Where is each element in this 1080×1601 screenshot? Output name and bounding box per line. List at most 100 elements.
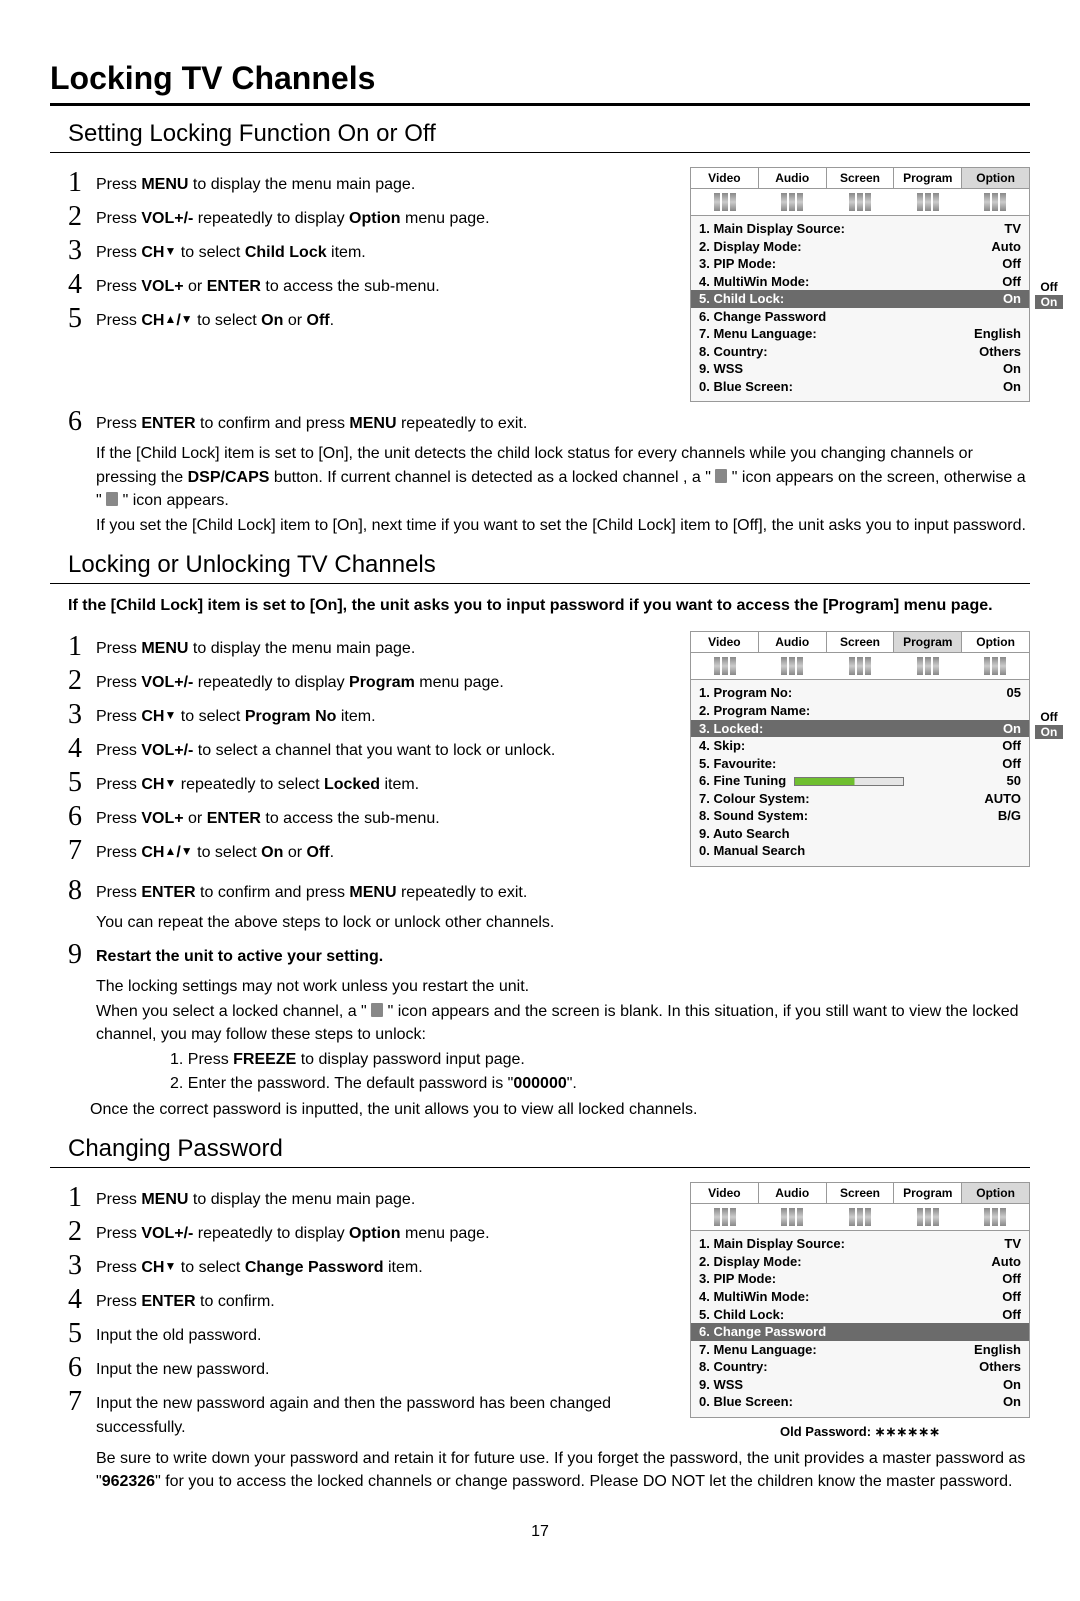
s2-step7-num: 7 [68,837,96,865]
osd-panel-2: VideoAudioScreenProgramOption 1. Program … [690,631,1030,866]
osd-row: 1. Main Display Source:TV [697,1235,1023,1253]
osd-row: 5. Child Lock:On [691,290,1029,308]
s1-step3: Press CH▼ to select Child Lock item. [96,237,366,264]
osd-row: 7. Colour System:AUTO [697,790,1023,808]
s2-step9b: The locking settings may not work unless… [50,975,1030,998]
osd-tab: Program [894,168,962,188]
osd-row: 9. WSSOn [697,360,1023,378]
s2-step8b: You can repeat the above steps to lock o… [50,911,1030,934]
osd-tab: Screen [827,1183,895,1203]
s3-step6: Input the new password. [96,1354,269,1381]
s2-step8: Press ENTER to confirm and press MENU re… [96,877,527,904]
s1-para1: If the [Child Lock] item is set to [On],… [50,442,1030,512]
s2-step9: Restart the unit to active your setting. [96,941,383,968]
s2-step2: Press VOL+/- repeatedly to display Progr… [96,667,504,694]
s1-step4-num: 4 [68,271,96,299]
osd-row: 8. Sound System:B/G [697,807,1023,825]
osd-row: 9. WSSOn [697,1376,1023,1394]
s1-step5: Press CH▲/▼ to select On or Off. [96,305,334,332]
s3-step7: Input the new password again and then th… [96,1388,670,1438]
osd-panel-1: VideoAudioScreenProgramOption 1. Main Dis… [690,167,1030,402]
osd-row: 1. Program No:05 [697,684,1023,702]
s1-step3-num: 3 [68,237,96,265]
s2-step1-num: 1 [68,633,96,661]
osd-row: 6. Change Password [691,1323,1029,1341]
s2-step5-num: 5 [68,769,96,797]
page-number: 17 [50,1523,1030,1541]
osd-tab: Screen [827,168,895,188]
s3-step1: Press MENU to display the menu main page… [96,1184,415,1211]
s3-step3: Press CH▼ to select Change Password item… [96,1252,423,1279]
osd-tab: Audio [759,168,827,188]
osd-row: 6. Change Password [697,308,1023,326]
osd-row: 3. PIP Mode:Off [697,1270,1023,1288]
s2-sub-b: 2. Enter the password. The default passw… [50,1072,1030,1096]
osd-row: 8. Country:Others [697,343,1023,361]
s2-step4-num: 4 [68,735,96,763]
osd-row: 1. Main Display Source:TV [697,220,1023,238]
osd-row: 5. Favourite:Off [697,755,1023,773]
osd-row: 7. Menu Language:English [697,325,1023,343]
s2-step8-num: 8 [68,877,96,905]
osd-row: 2. Display Mode:Auto [697,1253,1023,1271]
s2-step7: Press CH▲/▼ to select On or Off. [96,837,334,864]
s3-para: Be sure to write down your password and … [50,1447,1030,1493]
s2-step1: Press MENU to display the menu main page… [96,633,415,660]
section1-heading: Setting Locking Function On or Off [50,120,1030,148]
osd-tab: Video [691,1183,759,1203]
osd-panel-3: VideoAudioScreenProgramOption 1. Main Dis… [690,1182,1030,1417]
s2-step5: Press CH▼ repeatedly to select Locked it… [96,769,419,796]
osd-tab: Video [691,168,759,188]
osd-row: 4. Skip:Off [697,737,1023,755]
s1-para2: If you set the [Child Lock] item to [On]… [50,514,1030,537]
section2-rule [50,583,1030,584]
s2-sub-a: 1. Press FREEZE to display password inpu… [50,1048,1030,1072]
s3-step2-num: 2 [68,1218,96,1246]
osd-tab: Screen [827,632,895,652]
s1-step1: Press MENU to display the menu main page… [96,169,415,196]
page-title: Locking TV Channels [50,60,1030,97]
osd-row: 7. Menu Language:English [697,1341,1023,1359]
s3-step1-num: 1 [68,1184,96,1212]
s3-step3-num: 3 [68,1252,96,1280]
osd-side-values: OffOn [1031,280,1067,309]
osd-tab: Video [691,632,759,652]
osd-row: 0. Manual Search [697,842,1023,860]
osd-tab: Program [894,1183,962,1203]
s1-step6: Press ENTER to confirm and press MENU re… [96,408,527,435]
s2-step4: Press VOL+/- to select a channel that yo… [96,735,555,762]
osd-tab: Option [962,1183,1029,1203]
s3-step6-num: 6 [68,1354,96,1382]
s3-step5-num: 5 [68,1320,96,1348]
osd-row: 4. MultiWin Mode:Off [697,273,1023,291]
osd-tab: Option [962,632,1029,652]
osd-row: 2. Program Name: [697,702,1023,720]
section3-rule [50,1167,1030,1168]
s1-step2: Press VOL+/- repeatedly to display Optio… [96,203,490,230]
s2-step3: Press CH▼ to select Program No item. [96,701,376,728]
osd-row: 5. Child Lock:Off [697,1306,1023,1324]
section2-heading: Locking or Unlocking TV Channels [50,551,1030,579]
osd-row: 3. PIP Mode:Off [697,255,1023,273]
s2-step9c: When you select a locked channel, a " " … [50,1000,1030,1046]
s2-step3-num: 3 [68,701,96,729]
s3-step2: Press VOL+/- repeatedly to display Optio… [96,1218,490,1245]
s3-step4: Press ENTER to confirm. [96,1286,275,1313]
osd-tab: Audio [759,632,827,652]
s1-step5-num: 5 [68,305,96,333]
s3-step7-num: 7 [68,1388,96,1416]
old-password-line: Old Password: ∗∗∗∗∗∗ [690,1424,1030,1440]
osd-row: 3. Locked:On [691,720,1029,738]
s2-step6-num: 6 [68,803,96,831]
osd-row: 9. Auto Search [697,825,1023,843]
osd-tab: Option [962,168,1029,188]
osd-row: 2. Display Mode:Auto [697,238,1023,256]
s1-step6-num: 6 [68,408,96,436]
s3-step4-num: 4 [68,1286,96,1314]
osd-tab: Program [894,632,962,652]
s1-step1-num: 1 [68,169,96,197]
s2-note: If the [Child Lock] item is set to [On],… [50,594,1030,617]
section1-rule [50,152,1030,153]
osd-tab: Audio [759,1183,827,1203]
osd-row: 6. Fine Tuning 50 [697,772,1023,790]
